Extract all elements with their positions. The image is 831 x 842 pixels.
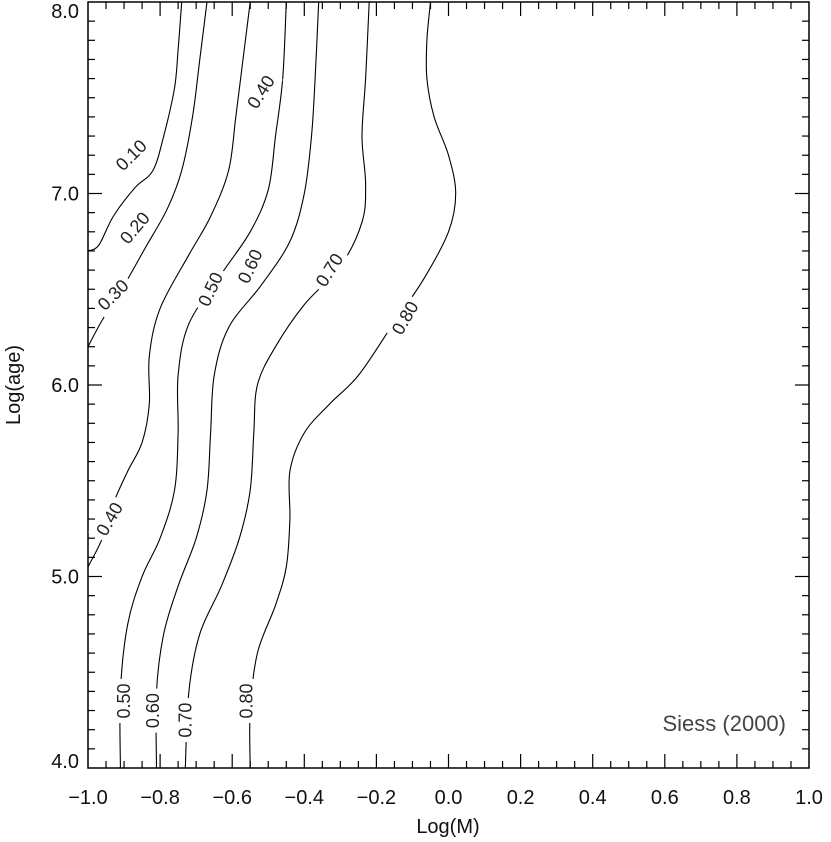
contour-label-bg [234, 679, 259, 723]
y-tick-label: 6.0 [51, 375, 79, 397]
contour-label-text: 0.50 [114, 683, 134, 718]
x-tick-label: 0.0 [435, 787, 463, 809]
contour-label-bg [239, 66, 283, 118]
contour-label-bg [112, 679, 136, 723]
contour-label: 0.70 [173, 698, 198, 743]
contour-label-bg [173, 698, 198, 743]
contour-label: 0.80 [383, 292, 427, 344]
x-tick-label: 0.6 [651, 787, 679, 809]
contour-label: 0.20 [111, 203, 159, 253]
contour-line [184, 1, 370, 769]
x-tick-label: −0.4 [285, 787, 324, 809]
contour-label-text: 0.60 [143, 693, 163, 728]
contour-label: 0.10 [107, 131, 156, 180]
contour-label-text: 0.80 [237, 683, 257, 718]
axis-ticks [88, 2, 809, 768]
contour-label-text: 0.70 [175, 703, 195, 738]
contour-label: 0.50 [112, 679, 136, 723]
contour-label: 0.60 [230, 241, 271, 292]
x-tick-label: 0.2 [507, 787, 535, 809]
contour-label-bg [89, 270, 138, 320]
contour-label-bg [140, 688, 165, 733]
x-tick-label: −1.0 [68, 787, 107, 809]
x-tick-label: 1.0 [795, 787, 823, 809]
y-tick-label: 8.0 [51, 1, 79, 23]
contour-label: 0.70 [307, 245, 352, 296]
contour-label-bg [88, 494, 131, 545]
contour-label: 0.60 [140, 688, 165, 733]
contour-label-bg [383, 292, 427, 344]
plot-frame [87, 1, 810, 769]
x-tick-label: 0.8 [723, 787, 751, 809]
contour-curves [87, 1, 457, 769]
contour-labels: 0.100.200.300.400.400.500.500.600.600.70… [88, 66, 427, 743]
x-tick-label: −0.6 [212, 787, 251, 809]
y-tick-label: 4.0 [51, 751, 79, 773]
contour-label-bg [190, 264, 231, 315]
contour-label-bg [111, 203, 159, 253]
contour-line [155, 1, 320, 769]
contour-line [87, 1, 183, 252]
contour-label: 0.50 [190, 264, 231, 315]
contour-label-bg [230, 241, 271, 292]
x-tick-label: −0.2 [357, 787, 396, 809]
contour-label-bg [307, 245, 352, 296]
contour-line [249, 1, 457, 769]
y-axis-title: Log(age) [3, 345, 25, 425]
y-tick-labels: 4.0 5.0 6.0 7.0 8.0 [51, 1, 79, 773]
y-tick-label: 5.0 [51, 567, 79, 589]
contour-label: 0.30 [89, 270, 138, 320]
contour-label: 0.40 [239, 66, 283, 118]
x-tick-labels: −1.0 −0.8 −0.6 −0.4 −0.2 0.0 0.2 0.4 0.6 0.8 1.0 [68, 787, 823, 809]
contour-label-bg [107, 131, 156, 180]
source-annotation: Siess (2000) [662, 711, 786, 736]
contour-line [119, 1, 287, 769]
x-tick-label: 0.4 [579, 787, 607, 809]
x-tick-label: −0.8 [140, 787, 179, 809]
y-tick-label: 7.0 [51, 184, 79, 206]
contour-label: 0.80 [234, 679, 259, 723]
x-axis-title: Log(M) [416, 816, 479, 838]
